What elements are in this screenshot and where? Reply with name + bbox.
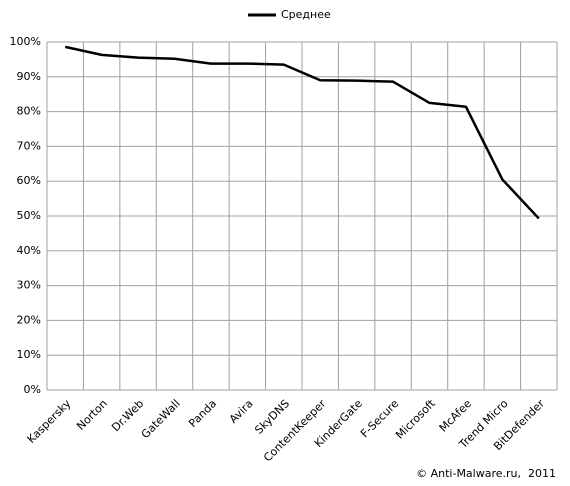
y-tick-label: 40% xyxy=(17,244,41,257)
y-tick-label: 60% xyxy=(17,174,41,187)
y-tick-label: 70% xyxy=(17,139,41,152)
y-tick-label: 30% xyxy=(17,279,41,292)
y-tick-label: 90% xyxy=(17,70,41,83)
source: © Anti-Malware.ru, 2011 xyxy=(416,467,556,480)
legend-label: Среднее xyxy=(281,8,331,21)
y-tick-label: 10% xyxy=(17,348,41,361)
y-tick-label: 0% xyxy=(24,383,41,396)
series-line xyxy=(64,45,540,220)
y-tick-label: 80% xyxy=(17,105,41,118)
y-tick-label: 100% xyxy=(10,35,41,48)
y-tick-label: 20% xyxy=(17,313,41,326)
y-tick-label: 50% xyxy=(17,209,41,222)
